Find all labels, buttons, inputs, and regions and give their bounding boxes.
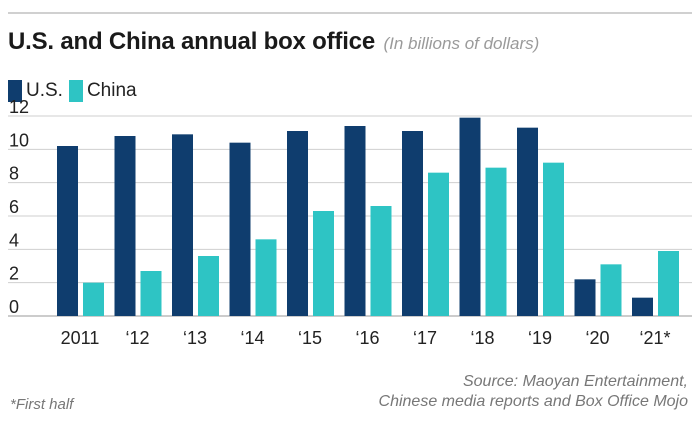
legend-label-china: China bbox=[86, 80, 137, 101]
x-tick-label: ‘14 bbox=[240, 328, 264, 348]
title-row: U.S. and China annual box office (In bil… bbox=[8, 28, 539, 56]
footnote: *First half bbox=[10, 396, 74, 413]
bar-china bbox=[543, 162, 564, 316]
bar-china bbox=[485, 167, 507, 316]
y-tick-label: 8 bbox=[9, 164, 19, 184]
top-rule bbox=[8, 12, 692, 14]
bar-china bbox=[313, 211, 334, 316]
x-tick-label: ‘16 bbox=[355, 328, 379, 348]
x-tick-label: ‘15 bbox=[298, 328, 322, 348]
chart-title: U.S. and China annual box office bbox=[8, 28, 375, 55]
x-tick-label: ‘13 bbox=[183, 328, 207, 348]
x-tick-label: ‘21* bbox=[639, 328, 670, 348]
x-tick-label: ‘18 bbox=[470, 328, 494, 348]
bar-us bbox=[114, 136, 136, 316]
bar-china bbox=[600, 264, 622, 316]
legend-swatch-china bbox=[68, 80, 83, 102]
bar-china bbox=[255, 239, 277, 316]
bar-us bbox=[287, 131, 308, 316]
bar-us bbox=[229, 142, 251, 316]
y-tick-label: 0 bbox=[9, 297, 19, 317]
source-line-2: Chinese media reports and Box Office Moj… bbox=[378, 393, 688, 410]
bar-us bbox=[459, 117, 481, 317]
x-tick-label: 2011 bbox=[61, 328, 100, 348]
bar-china bbox=[83, 282, 104, 316]
bar-china bbox=[428, 172, 449, 316]
x-tick-label: ‘12 bbox=[125, 328, 149, 348]
legend: U.S. China bbox=[8, 80, 143, 102]
source-note: Source: Maoyan Entertainment, Chinese me… bbox=[379, 372, 688, 412]
y-tick-label: 2 bbox=[9, 264, 19, 284]
x-tick-label: ‘20 bbox=[585, 328, 609, 348]
legend-label-us: U.S. bbox=[26, 80, 63, 101]
bar-china bbox=[198, 256, 219, 316]
bar-us bbox=[517, 127, 538, 317]
bar-us bbox=[574, 279, 596, 316]
y-tick-label: 6 bbox=[9, 197, 19, 217]
x-tick-label: ‘19 bbox=[528, 328, 552, 348]
bar-us bbox=[632, 297, 653, 316]
x-tick-label: ‘17 bbox=[413, 328, 437, 348]
chart-subtitle: (In billions of dollars) bbox=[383, 34, 540, 53]
bar-us bbox=[344, 126, 366, 316]
legend-item-us: U.S. bbox=[8, 80, 63, 102]
bar-chart: 0 2 4 6 8 10 12 2011 ‘12 ‘13 ‘14 ‘15 ‘16 ‘17 ‘18 ‘19 ‘20… bbox=[8, 100, 692, 348]
y-tick-label: 10 bbox=[9, 130, 29, 150]
legend-swatch-us bbox=[8, 80, 22, 102]
bar-us bbox=[172, 134, 193, 316]
bar-china bbox=[140, 271, 162, 316]
y-tick-label: 4 bbox=[9, 230, 19, 250]
source-line-1: Source: Maoyan Entertainment, bbox=[462, 373, 688, 390]
bar-us bbox=[402, 131, 423, 316]
bar-us bbox=[57, 146, 78, 316]
legend-item-china: China bbox=[68, 80, 137, 102]
bar-china bbox=[370, 206, 392, 316]
bar-china bbox=[658, 251, 679, 316]
y-tick-label: 12 bbox=[9, 100, 29, 117]
